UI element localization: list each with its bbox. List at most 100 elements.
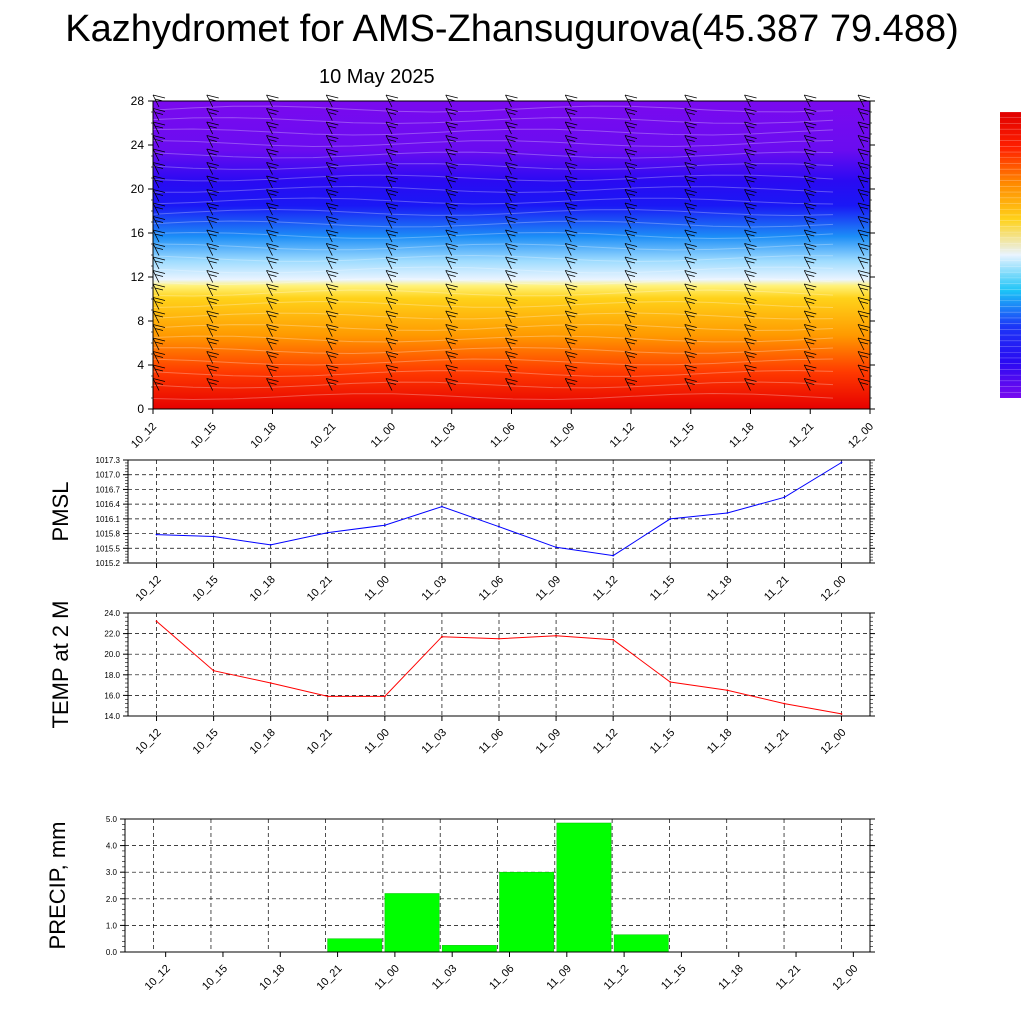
wind-barb: [744, 256, 757, 270]
wind-barb: [684, 162, 697, 175]
wind-barb: [564, 297, 578, 310]
data-point: [498, 637, 500, 640]
wind-barb: [744, 108, 757, 121]
wind-barb: [152, 270, 166, 283]
contour-line: [152, 117, 834, 125]
wind-barb: [206, 283, 219, 297]
wind-barb: [385, 310, 399, 324]
y-tick-label: 18.0: [104, 671, 120, 680]
wind-barb: [744, 324, 757, 337]
wind-barb: [624, 297, 638, 310]
wind-barb: [385, 175, 399, 189]
x-tick-label: 11_21: [762, 727, 792, 757]
y-tick-label: 20: [131, 182, 145, 196]
x-tick-label: 10_18: [257, 963, 287, 993]
wind-barb: [266, 351, 279, 364]
wind-barb: [325, 135, 339, 148]
wind-barb: [684, 108, 697, 121]
wind-barb: [857, 135, 871, 148]
wind-barb: [505, 337, 518, 351]
x-tick-label: 10_12: [134, 574, 164, 604]
x-tick-label: 10_21: [305, 727, 335, 757]
contour-line: [152, 220, 834, 228]
wind-barb: [505, 351, 518, 364]
x-tick-label: 11_21: [774, 963, 804, 993]
wind-barb: [684, 175, 697, 189]
x-tick-label: 11_21: [787, 421, 817, 451]
wind-barb: [445, 175, 458, 189]
wind-barb: [803, 189, 817, 202]
y-tick-label: 1015.2: [96, 559, 121, 568]
wind-barb: [564, 337, 578, 351]
wind-barb: [505, 216, 518, 229]
data-point: [269, 682, 272, 684]
wind-barb: [744, 310, 757, 324]
wind-barb: [564, 351, 578, 364]
x-tick-label: 12_00: [846, 421, 876, 451]
x-tick-label: 10_21: [305, 574, 335, 604]
y-axis-label: PMSL: [48, 482, 73, 542]
wind-barb: [624, 256, 638, 270]
wind-barb: [803, 297, 817, 310]
wind-barb: [624, 189, 638, 202]
y-tick-label: 24: [131, 138, 145, 152]
bar: [384, 893, 440, 953]
contour-line: [152, 231, 834, 240]
data-point: [612, 638, 615, 641]
x-tick-label: 11_18: [727, 421, 757, 451]
data-point: [326, 531, 329, 534]
wind-barb: [564, 256, 578, 270]
wind-barb: [325, 189, 339, 202]
wind-barb: [445, 337, 458, 351]
wind-barb: [857, 310, 871, 324]
wind-barb: [445, 216, 458, 229]
wind-barb: [803, 378, 817, 391]
wind-barb: [385, 189, 399, 202]
y-tick-label: 1016.1: [96, 515, 121, 524]
wind-barb: [325, 378, 339, 391]
wind-barb: [744, 121, 757, 135]
y-tick-label: 24.0: [104, 609, 120, 618]
y-tick-label: 1016.4: [96, 500, 121, 509]
wind-barb: [857, 256, 871, 270]
wind-barb: [445, 351, 458, 364]
x-tick-label: 10_21: [315, 963, 345, 993]
wind-barb: [857, 351, 871, 364]
data-point: [383, 524, 386, 527]
wind-barb: [505, 108, 518, 121]
wind-barb: [505, 270, 518, 283]
y-tick-label: 12: [131, 270, 145, 284]
contour-line: [152, 277, 834, 285]
wind-barb: [325, 175, 339, 189]
plot-frame: [124, 818, 871, 953]
wind-barb: [266, 148, 279, 162]
x-tick-label: 11_18: [705, 574, 735, 604]
wind-barb: [744, 216, 757, 229]
y-tick-label: 22.0: [104, 630, 120, 639]
contour-line: [152, 128, 834, 136]
wind-barb: [505, 297, 518, 310]
wind-barb: [564, 324, 578, 337]
wind-barb: [505, 283, 518, 297]
wind-barb: [445, 148, 458, 162]
y-axis-label: PRECIP, mm: [45, 822, 70, 950]
contour-line: [152, 151, 834, 159]
wind-barb: [385, 364, 399, 378]
x-tick-label: 11_12: [591, 727, 621, 757]
wind-barb: [206, 216, 219, 229]
wind-barb: [857, 202, 871, 216]
wind-barb: [624, 243, 638, 256]
wind-barb: [624, 337, 638, 351]
wind-barb: [564, 310, 578, 324]
x-tick-label: 10_12: [134, 727, 164, 757]
data-point: [269, 543, 272, 546]
wind-barb: [266, 297, 279, 310]
wind-barb: [744, 135, 757, 148]
data-point: [726, 689, 729, 692]
contour-line: [152, 381, 834, 389]
data-point: [326, 695, 329, 698]
y-tick-label: 1.0: [106, 921, 118, 930]
x-tick-label: 10_15: [200, 963, 230, 993]
colorbar: [1000, 112, 1021, 398]
